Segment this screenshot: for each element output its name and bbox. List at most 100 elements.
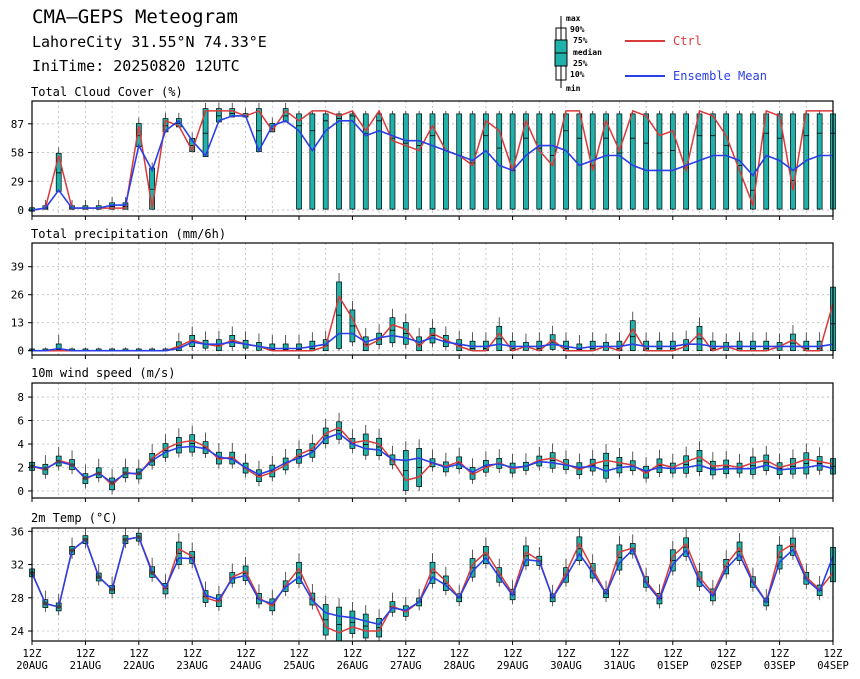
x-tick-label-date: 01SEP — [657, 660, 689, 672]
box — [723, 113, 730, 210]
x-tick-label-time: 12Z — [503, 648, 522, 660]
x-tick-label-time: 12Z — [450, 648, 469, 660]
panel-title: Total Cloud Cover (%) — [31, 85, 183, 99]
init-time-label: IniTime: 20250820 12UTC — [32, 57, 240, 75]
x-tick-label-date: 03SEP — [764, 660, 796, 672]
x-tick-label-date: 25AUG — [283, 660, 315, 672]
panel-2: 10m wind speed (m/s) 0 2 4 6 8 — [17, 366, 836, 502]
panel-title: 2m Temp (°C) — [31, 511, 118, 525]
panel-frame — [31, 100, 834, 217]
x-tick-label-time: 12Z — [129, 648, 148, 660]
mean-point — [83, 476, 88, 481]
box — [469, 113, 476, 210]
mean-line — [32, 332, 834, 352]
box — [402, 113, 409, 210]
mean-point — [110, 587, 115, 592]
box — [643, 113, 649, 210]
ctrl-line — [31, 536, 834, 634]
mean-point — [150, 570, 155, 575]
x-tick-label-date: 24AUG — [230, 660, 262, 672]
box — [443, 113, 449, 210]
box — [563, 113, 569, 210]
mean-point — [136, 471, 141, 476]
box — [616, 113, 623, 210]
x-tick-label-time: 12Z — [23, 648, 42, 660]
chart-title: CMA—GEPS Meteogram — [32, 6, 238, 28]
x-tick-label-time: 12Z — [663, 648, 682, 660]
box — [536, 113, 543, 210]
y-tick-label: 32 — [11, 559, 24, 572]
box — [149, 167, 155, 210]
box — [349, 113, 356, 210]
x-tick-label-time: 12Z — [183, 648, 202, 660]
box — [790, 333, 796, 352]
box — [389, 113, 396, 210]
mean-point — [70, 548, 75, 553]
x-tick-label-time: 12Z — [76, 648, 95, 660]
box — [576, 113, 583, 210]
mean-point — [110, 480, 115, 485]
x-tick-label-date: 23AUG — [176, 660, 208, 672]
x-tick-label-date: 29AUG — [497, 660, 529, 672]
y-tick-label: 58 — [11, 147, 24, 160]
x-tick-label-time: 12Z — [824, 648, 843, 660]
mean-point — [136, 535, 141, 540]
mean-line — [31, 115, 833, 211]
ctrl-line — [31, 109, 833, 211]
panel-title: 10m wind speed (m/s) — [31, 366, 176, 380]
x-tick-label-time: 12Z — [770, 648, 789, 660]
box — [603, 113, 609, 210]
box — [456, 113, 463, 210]
y-tick-label: 0 — [17, 485, 24, 498]
panel-frame — [31, 242, 834, 356]
box — [336, 113, 342, 210]
box — [629, 320, 636, 352]
y-tick-label: 28 — [11, 592, 24, 605]
legend-box-label: median — [573, 47, 602, 57]
box — [549, 113, 556, 210]
mean-point — [43, 601, 48, 606]
box — [523, 113, 529, 210]
panel-0: Total Cloud Cover (%) 0 29 58 87 — [11, 85, 836, 220]
box — [629, 113, 636, 210]
box — [429, 113, 436, 210]
box — [202, 108, 209, 158]
legend-box-label: 90% — [570, 25, 585, 34]
y-tick-label: 0 — [17, 345, 24, 358]
mean-point — [123, 471, 128, 476]
mean-point — [83, 537, 88, 542]
y-tick-label: 6 — [17, 415, 24, 428]
box — [416, 113, 422, 210]
legend-ctrl-label: Ctrl — [673, 34, 702, 48]
x-tick-label-time: 12Z — [290, 648, 309, 660]
box — [816, 113, 823, 210]
box — [750, 113, 756, 210]
mean-point — [56, 459, 61, 464]
box — [376, 113, 382, 210]
mean-point — [56, 604, 61, 609]
panel-1: Total precipitation (mm/6h) 0 13 26 39 — [11, 227, 836, 359]
y-tick-label: 24 — [11, 625, 25, 638]
y-tick-label: 36 — [11, 525, 24, 538]
mean-line — [31, 432, 834, 484]
legend-box-label: min — [566, 83, 581, 93]
legend-box-label: 25% — [573, 59, 588, 68]
y-tick-label: 26 — [11, 289, 24, 302]
mean-point — [123, 537, 128, 542]
box — [709, 113, 716, 210]
legend-box-label: 75% — [573, 36, 588, 45]
x-tick-label-date: 22AUG — [123, 660, 155, 672]
y-tick-label: 87 — [11, 118, 24, 131]
mean-point — [96, 575, 101, 580]
box — [656, 113, 663, 210]
box — [229, 108, 236, 118]
mean-point — [96, 471, 101, 476]
x-tick-label-date: 21AUG — [70, 660, 102, 672]
x-tick-label-date: 27AUG — [390, 660, 422, 672]
panel-frame — [31, 527, 834, 642]
y-tick-label: 29 — [11, 175, 24, 188]
legend-box-label: 10% — [570, 70, 585, 79]
x-tick-label-date: 30AUG — [550, 660, 582, 672]
legend-box-label: max — [566, 14, 581, 23]
x-tick-label-time: 12Z — [557, 648, 576, 660]
